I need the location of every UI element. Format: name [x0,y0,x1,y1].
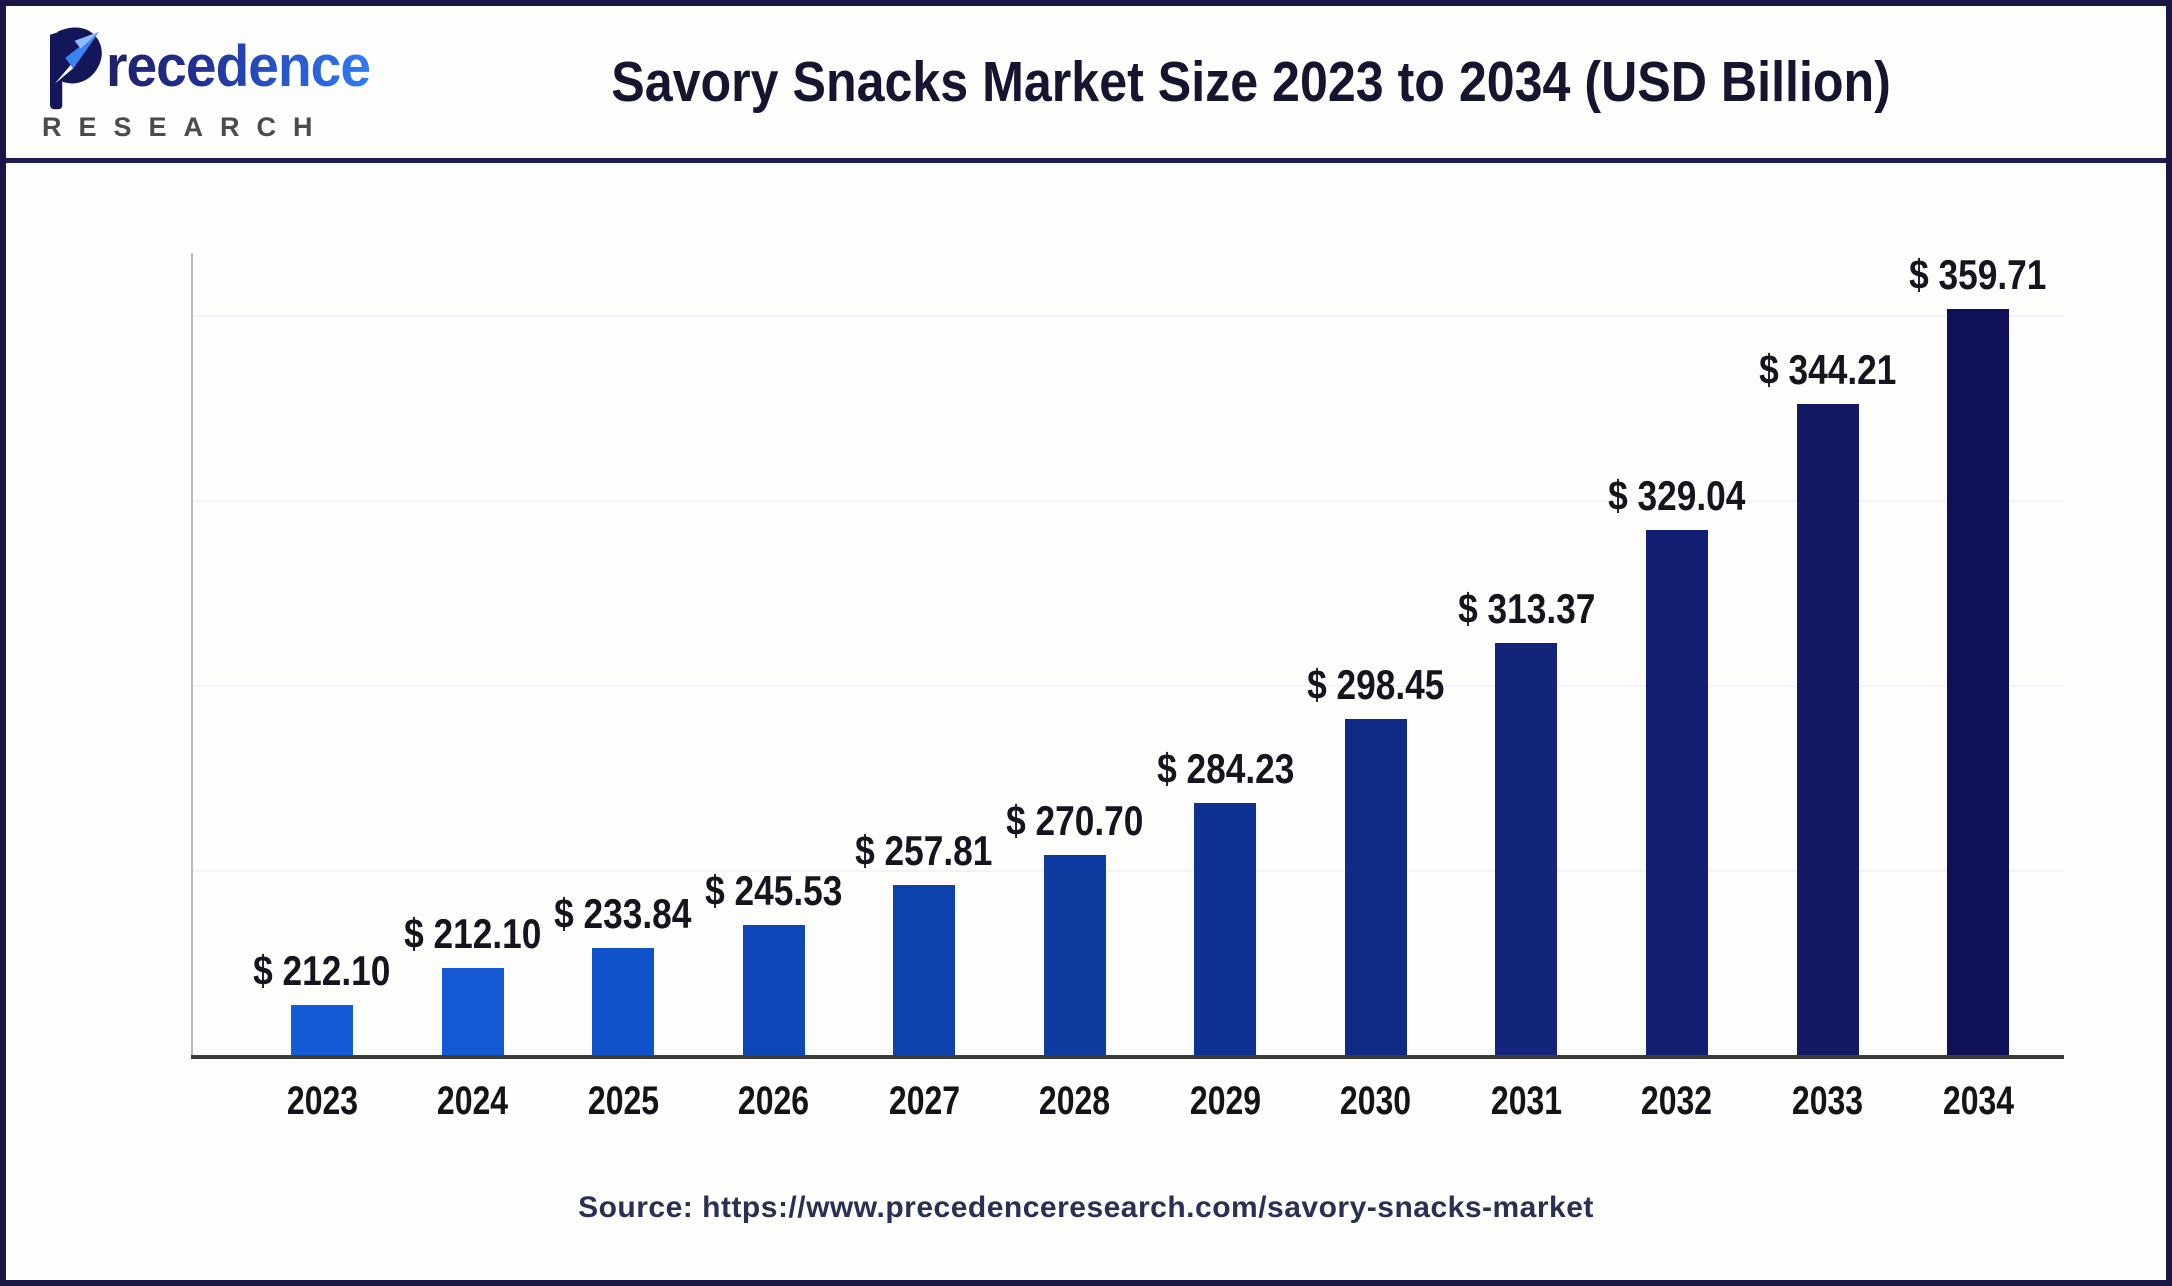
x-tick-2033: 2033 [1791,1079,1864,1123]
value-label-2030: $ 298.45 [1307,661,1445,708]
x-axis-line [191,1055,2064,1059]
bar-2031 [1495,643,1558,1055]
gridline [193,685,2064,687]
bar-2026 [742,925,805,1055]
x-tick-2032: 2032 [1641,1079,1713,1123]
source-text: Source: https://www.precedenceresearch.c… [578,1191,1594,1224]
header-divider [6,158,2166,163]
y-axis-line [191,253,193,1055]
precedence-research-logo: recedence RESEARCH [42,24,372,143]
x-tick-2027: 2027 [888,1079,960,1123]
bar-2028 [1043,855,1106,1055]
x-tick-2025: 2025 [587,1079,659,1123]
bar-2030 [1344,719,1407,1055]
value-label-2028: $ 270.70 [1006,797,1144,844]
bar-2032 [1645,530,1708,1055]
value-label-2025: $ 233.84 [554,890,692,937]
bar-2029 [1194,803,1257,1055]
x-tick-2031: 2031 [1490,1079,1562,1123]
plot-area: Source: https://www.precedenceresearch.c… [6,163,2166,1280]
bar-2025 [592,948,655,1055]
precedence-logo-mark-icon [49,27,102,110]
value-label-2031: $ 313.37 [1457,585,1596,632]
gridline [193,870,2064,872]
logo-brand-text: recedence [106,24,371,110]
logo-brand-row: recedence [42,24,372,110]
value-label-2024: $ 212.10 [403,910,542,957]
value-label-2026: $ 245.53 [704,867,843,914]
value-label-2032: $ 329.04 [1608,472,1746,519]
value-label-2034: $ 359.71 [1909,251,2047,298]
x-tick-2024: 2024 [436,1079,509,1123]
bar-2033 [1796,404,1859,1055]
page-title: Savory Snacks Market Size 2023 to 2034 (… [611,50,1891,114]
x-tick-2023: 2023 [286,1079,358,1123]
x-tick-2034: 2034 [1942,1079,2014,1123]
x-tick-2028: 2028 [1039,1079,1111,1123]
header: recedence RESEARCH Savory Snacks Market … [6,6,2166,158]
title-container: Savory Snacks Market Size 2023 to 2034 (… [336,6,2166,158]
value-label-2027: $ 257.81 [855,827,993,874]
bar-2024 [441,968,504,1055]
value-label-2023: $ 212.10 [253,947,391,994]
x-tick-2026: 2026 [738,1079,810,1123]
gridline [193,315,2064,317]
x-tick-2030: 2030 [1340,1079,1412,1123]
logo-subtitle: RESEARCH [42,112,330,142]
bar-2034 [1947,309,2010,1055]
x-tick-2029: 2029 [1189,1079,1261,1123]
bar-2023 [291,1005,353,1055]
value-label-2029: $ 284.23 [1156,745,1294,792]
bar-2027 [893,885,956,1055]
gridline [193,500,2064,502]
value-label-2033: $ 344.21 [1758,346,1897,393]
